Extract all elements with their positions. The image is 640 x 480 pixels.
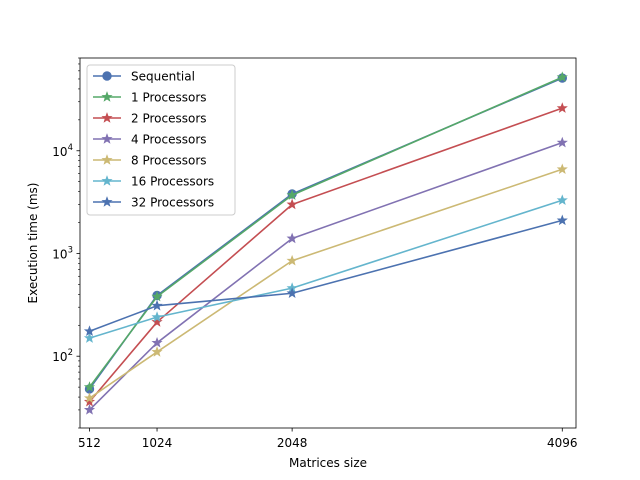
legend: Sequential 1 Processors 2 Processors 4 Proc… bbox=[86, 64, 236, 216]
legend-label: 16 Processors bbox=[131, 175, 214, 189]
data-point bbox=[83, 392, 96, 403]
legend-item: 2 Processors bbox=[93, 112, 207, 126]
x-tick-label: 2048 bbox=[277, 436, 308, 450]
series-line-16-processors bbox=[89, 199, 563, 339]
data-point bbox=[286, 287, 298, 298]
x-tick-label: 1024 bbox=[142, 436, 173, 450]
data-point bbox=[286, 198, 298, 210]
data-point bbox=[556, 214, 568, 226]
legend-item: 16 Processors bbox=[93, 175, 214, 189]
y-axis: 102 103 104 bbox=[52, 57, 80, 429]
data-point bbox=[83, 395, 96, 407]
data-point bbox=[83, 325, 96, 336]
data-point bbox=[286, 232, 298, 244]
legend-marker bbox=[101, 196, 113, 207]
data-point bbox=[556, 102, 568, 113]
legend-box bbox=[86, 64, 236, 216]
legend-marker bbox=[101, 154, 113, 165]
y-axis-label: Execution time (ms) bbox=[26, 183, 40, 304]
legend-label: 1 Processors bbox=[131, 91, 207, 105]
legend-item: 8 Processors bbox=[93, 154, 207, 168]
legend-item: 4 Processors bbox=[93, 133, 207, 147]
legend-marker bbox=[102, 71, 112, 81]
series-1-processors bbox=[83, 71, 568, 392]
series-line-1-processors bbox=[88, 76, 563, 388]
series-32-processors bbox=[83, 214, 568, 336]
series-line-32-processors bbox=[89, 219, 563, 332]
series-8-processors bbox=[83, 163, 568, 403]
legend-item: 1 Processors bbox=[93, 91, 207, 105]
data-point bbox=[83, 332, 96, 343]
data-point bbox=[556, 136, 568, 148]
x-tick-label: 512 bbox=[78, 436, 101, 450]
data-point bbox=[151, 336, 163, 348]
legend-label: 8 Processors bbox=[131, 154, 207, 168]
series-line-8-processors bbox=[89, 168, 563, 399]
x-axis: 512 1024 2048 4096 bbox=[78, 428, 578, 450]
data-point bbox=[286, 189, 298, 200]
data-point bbox=[556, 163, 568, 175]
series-4-processors bbox=[83, 136, 568, 415]
legend-label: 4 Processors bbox=[131, 133, 207, 147]
legend-item: Sequential bbox=[93, 70, 195, 84]
data-point bbox=[151, 311, 163, 322]
y-tick-label: 103 bbox=[52, 245, 73, 261]
data-point bbox=[151, 346, 163, 357]
legend-marker bbox=[101, 112, 113, 123]
y-tick-label: 104 bbox=[52, 143, 73, 159]
data-point bbox=[286, 254, 298, 266]
y-tick-label: 102 bbox=[52, 348, 73, 364]
data-point bbox=[151, 316, 163, 327]
x-tick-label: 4096 bbox=[547, 436, 578, 450]
data-point bbox=[83, 381, 96, 392]
legend-label: Sequential bbox=[131, 70, 195, 84]
legend-label: 32 Processors bbox=[131, 196, 214, 210]
data-point bbox=[83, 404, 96, 415]
legend-item: 32 Processors bbox=[93, 196, 214, 210]
data-point bbox=[151, 299, 163, 311]
data-point bbox=[556, 194, 568, 205]
series-line-4-processors bbox=[88, 141, 563, 411]
legend-label: 2 Processors bbox=[131, 112, 207, 126]
data-point bbox=[556, 71, 568, 82]
plot-frame bbox=[79, 57, 577, 429]
series-2-processors bbox=[83, 102, 568, 407]
x-axis-label: Matrices size bbox=[289, 456, 367, 470]
legend-marker bbox=[101, 175, 113, 186]
legend-marker bbox=[101, 133, 113, 144]
legend-marker bbox=[101, 91, 113, 102]
plot-lines bbox=[83, 71, 568, 415]
data-point bbox=[151, 290, 163, 302]
series-line-2-processors bbox=[88, 107, 563, 403]
